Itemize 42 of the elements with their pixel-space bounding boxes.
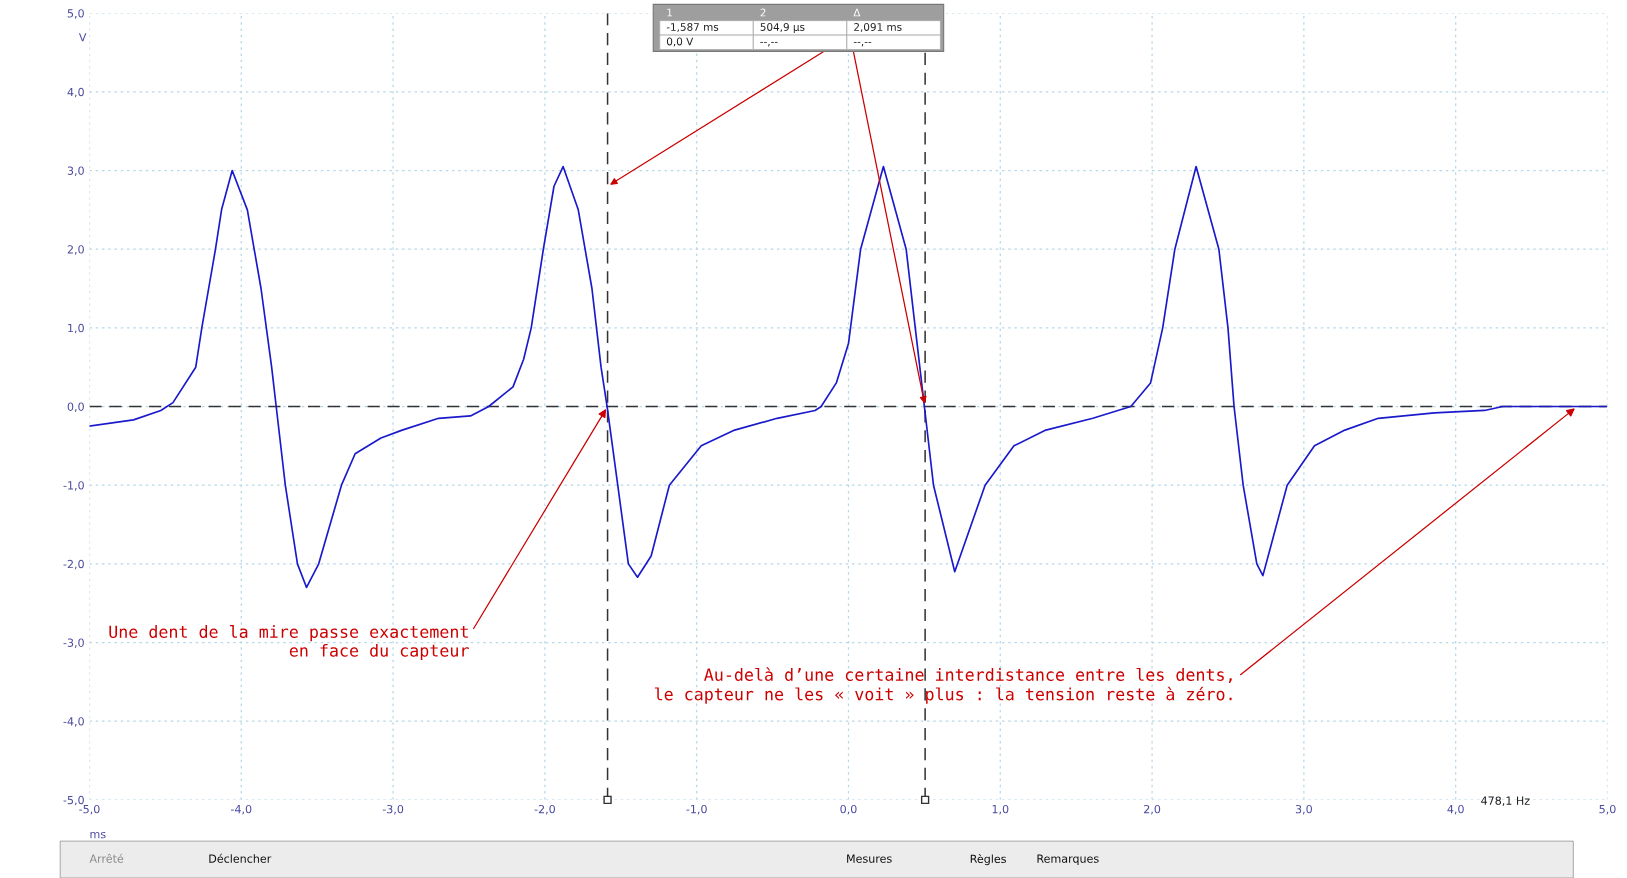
- annotation: Δ: [853, 8, 861, 17]
- y-tick-label: 5,0: [67, 9, 84, 19]
- y-tick-label: -5,0: [63, 795, 84, 806]
- y-tick-label: 0,0: [67, 402, 84, 413]
- y-tick-label: -3,0: [63, 638, 84, 649]
- x-tick-label: -2,0: [534, 804, 555, 815]
- y-axis-title: V: [78, 33, 87, 42]
- annotation: Une dent de la mire passe exactement en face du capteur: [109, 625, 469, 661]
- x-tick-label: 5,0: [1599, 804, 1616, 815]
- text: Déclencher: [209, 853, 272, 863]
- y-tick-label: -1,0: [63, 481, 84, 491]
- y-tick-label: 1,0: [68, 323, 84, 334]
- annotation: 478,1 Hz: [1481, 796, 1530, 806]
- x-tick-label: 1,0: [992, 804, 1009, 815]
- annotation: Au-delà d’une certaine interdistance entre les dents, le capteur ne les « voit » plus : la tension reste à zéro.: [654, 667, 1232, 704]
- x-axis-title: ms: [90, 831, 106, 839]
- annotation: 2,091 ms: [854, 23, 902, 32]
- x-tick-label: -5,0: [79, 804, 100, 815]
- line-series: [89, 165, 1607, 589]
- text: Remarques: [1037, 854, 1099, 865]
- y-tick-label: -4,0: [63, 717, 84, 727]
- annotation: 0,0 V: [666, 37, 694, 47]
- y-tick-label: 4,0: [67, 87, 84, 98]
- y-tick-label: 2,0: [67, 245, 84, 255]
- x-tick-label: -1,0: [686, 804, 707, 815]
- annotation: -1,587 ms: [666, 23, 719, 32]
- text: Mesures: [847, 854, 892, 863]
- annotation: 1: [667, 8, 672, 17]
- x-tick-label: -4,0: [230, 804, 252, 815]
- annotation: --,--: [760, 41, 778, 47]
- x-tick-label: 3,0: [1295, 804, 1312, 815]
- y-tick-label: -2,0: [63, 559, 84, 570]
- text: Arrêté: [89, 853, 124, 863]
- x-tick-label: 0,0: [840, 804, 857, 815]
- y-tick-label: 3,0: [67, 166, 84, 177]
- x-tick-label: 2,0: [1144, 804, 1161, 815]
- x-tick-label: 4,0: [1447, 804, 1464, 815]
- annotation: 2: [760, 8, 766, 17]
- x-tick-label: -3,0: [382, 804, 404, 815]
- text: Règles: [970, 853, 1006, 866]
- annotation: 504,9 µs: [760, 23, 805, 33]
- annotation: --,--: [853, 41, 872, 47]
